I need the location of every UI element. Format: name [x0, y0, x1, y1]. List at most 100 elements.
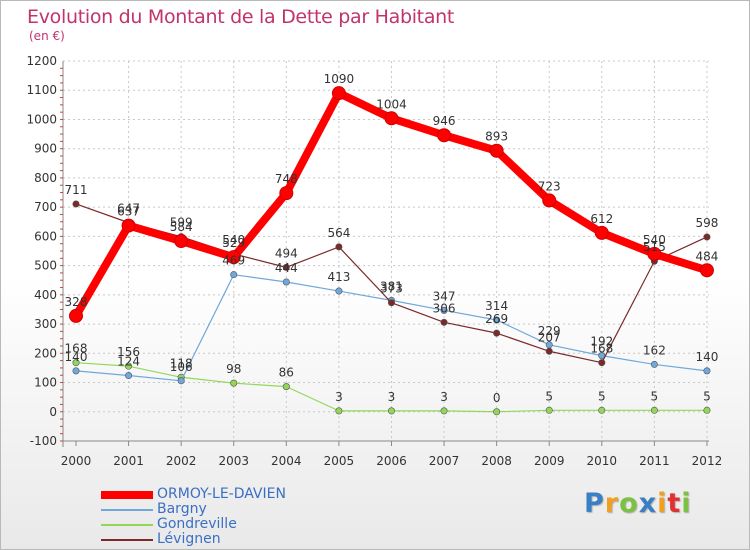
data-label: 5 [598, 389, 606, 403]
x-tick-label: 2002 [166, 454, 197, 468]
y-tick-label: 0 [49, 405, 57, 419]
data-point [121, 218, 136, 233]
data-point [282, 278, 290, 286]
data-label: 598 [696, 216, 719, 230]
data-label: 540 [222, 233, 245, 247]
data-point [226, 250, 241, 265]
data-point [545, 406, 553, 414]
proxiti-logo: Proxiti [584, 488, 692, 519]
data-label: 540 [643, 233, 666, 247]
data-label: 946 [433, 114, 456, 128]
y-tick-label: 900 [34, 142, 57, 156]
data-label: 373 [380, 282, 403, 296]
y-tick-label: 1200 [26, 54, 57, 68]
legend-label: Bargny [157, 501, 207, 517]
x-tick-label: 2006 [376, 454, 407, 468]
data-label: 314 [485, 299, 508, 313]
legend-label: ORMOY-LE-DAVIEN [157, 486, 286, 502]
data-label: 748 [275, 172, 298, 186]
y-tick-label: 100 [34, 376, 57, 390]
logo-letter: i [681, 488, 692, 519]
y-tick-label: 1000 [26, 112, 57, 126]
data-label: 3 [335, 390, 343, 404]
data-label: 5 [703, 389, 711, 403]
data-label: 1090 [324, 72, 355, 86]
data-point [650, 360, 658, 368]
data-point [598, 359, 606, 367]
data-label: 484 [696, 249, 719, 263]
data-label: 599 [170, 216, 193, 230]
data-label: 168 [65, 342, 88, 356]
y-tick-label: 1100 [26, 83, 57, 97]
logo-letter: r [604, 488, 620, 519]
data-label: 564 [327, 226, 350, 240]
logo-letter: i [657, 488, 668, 519]
data-point [437, 128, 452, 143]
data-label: 893 [485, 130, 508, 144]
data-label: 207 [538, 330, 561, 344]
x-tick-label: 2007 [429, 454, 460, 468]
data-point [542, 193, 557, 208]
data-label: 444 [275, 261, 298, 275]
data-point [230, 271, 238, 279]
data-label: 140 [696, 350, 719, 364]
data-label: 469 [222, 254, 245, 268]
y-tick-label: 500 [34, 259, 57, 273]
legend-item: ORMOY-LE-DAVIEN [101, 486, 341, 502]
x-tick-label: 2009 [534, 454, 565, 468]
data-point [440, 318, 448, 326]
data-point [174, 234, 189, 249]
data-label: 124 [117, 355, 140, 369]
data-point [335, 287, 343, 295]
x-tick-label: 2011 [639, 454, 670, 468]
data-point [440, 407, 448, 415]
data-label: 612 [590, 212, 613, 226]
data-label: 637 [117, 205, 140, 219]
data-label: 162 [643, 343, 666, 357]
data-point [440, 306, 448, 314]
data-label: 118 [170, 356, 193, 370]
x-tick-label: 2000 [61, 454, 92, 468]
data-point [72, 359, 80, 367]
legend-label: Lévignen [157, 531, 221, 547]
data-point [598, 406, 606, 414]
x-tick-label: 2001 [113, 454, 144, 468]
data-label: 168 [590, 342, 613, 356]
y-tick-label: -100 [30, 434, 57, 448]
y-tick-label: 300 [34, 317, 57, 331]
data-point [279, 186, 294, 201]
data-point [387, 299, 395, 307]
logo-letter: t [667, 488, 682, 519]
logo-letter: o [619, 488, 639, 519]
data-point [493, 408, 501, 416]
data-point [594, 225, 609, 240]
data-point [282, 383, 290, 391]
x-tick-label: 2010 [587, 454, 618, 468]
legend-swatch [101, 524, 153, 526]
data-label: 381 [380, 279, 403, 293]
data-label: 269 [485, 312, 508, 326]
data-label: 229 [538, 324, 561, 338]
data-point [493, 329, 501, 337]
x-tick-label: 2004 [271, 454, 302, 468]
series-ormoy-le-davien [69, 86, 714, 323]
data-label: 723 [538, 179, 561, 193]
data-label: 106 [170, 360, 193, 374]
data-point [545, 347, 553, 355]
data-label: 494 [275, 246, 298, 260]
x-tick-label: 2008 [481, 454, 512, 468]
data-point [493, 316, 501, 324]
legend-swatch [101, 509, 153, 511]
data-point [230, 379, 238, 387]
data-label: 98 [226, 362, 241, 376]
data-label: 413 [327, 270, 350, 284]
logo-letter: P [584, 488, 605, 519]
data-label: 3 [440, 390, 448, 404]
legend-item: Gondreville [101, 516, 341, 532]
y-tick-label: 700 [34, 200, 57, 214]
data-label: 192 [590, 335, 613, 349]
logo-letter: x [638, 488, 658, 519]
y-tick-label: 800 [34, 171, 57, 185]
legend-swatch [101, 539, 153, 541]
